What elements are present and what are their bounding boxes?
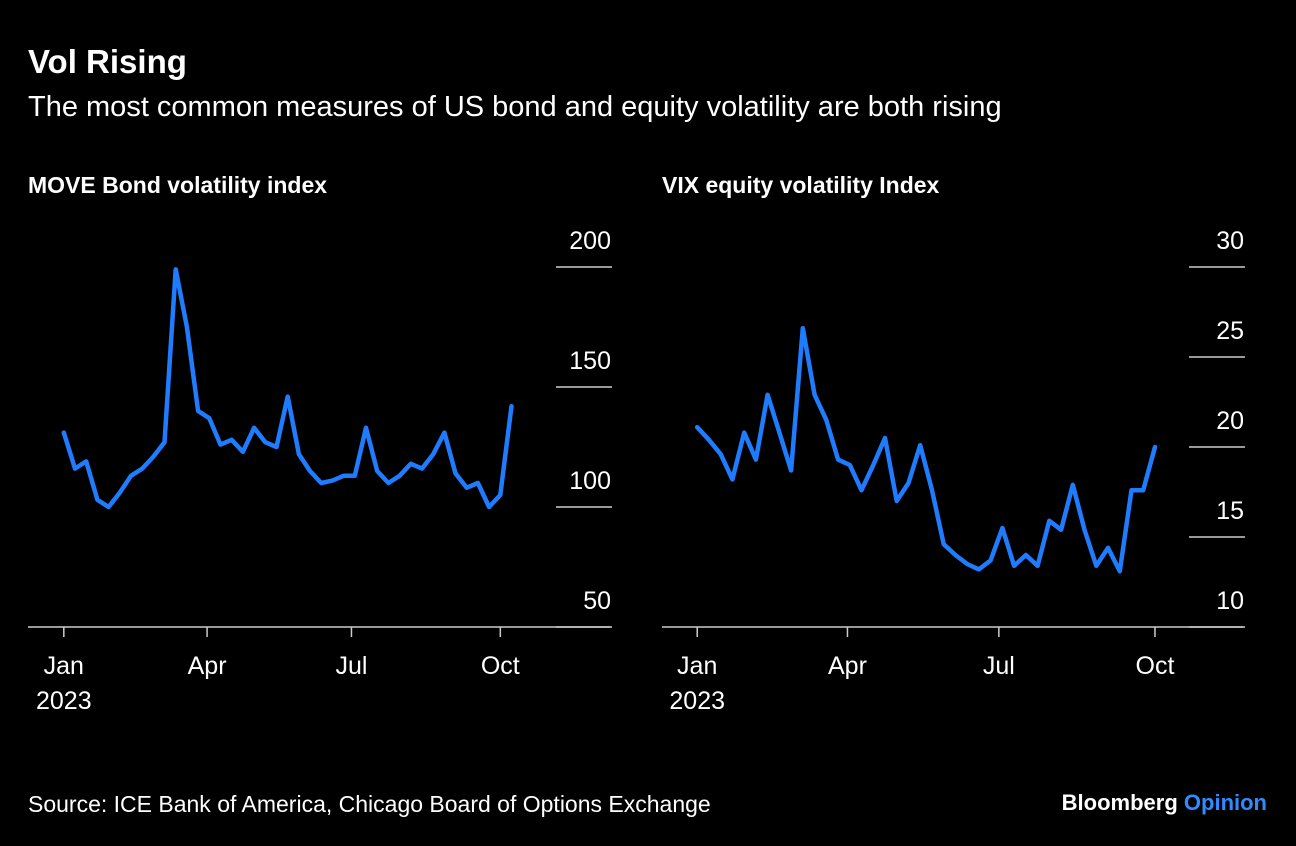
x-tick-label: Jul xyxy=(335,652,367,680)
source: Source: ICE Bank of America, Chicago Boa… xyxy=(28,791,711,817)
x-tick-label: Oct xyxy=(1136,652,1175,680)
y-tick-label: 150 xyxy=(569,347,611,375)
x-tick-label: Jan xyxy=(44,652,84,680)
brand-suffix: Opinion xyxy=(1184,790,1267,815)
panel-title: MOVE Bond volatility index xyxy=(28,172,327,198)
y-tick-label: 100 xyxy=(569,467,611,495)
chart-subtitle: The most common measures of US bond and … xyxy=(28,91,1002,123)
x-tick-label: Jan xyxy=(677,652,717,680)
x-tick-label: Apr xyxy=(188,652,227,680)
brand: Bloomberg Opinion xyxy=(1062,790,1267,815)
x-tick-label: Jul xyxy=(983,652,1015,680)
y-tick-label: 200 xyxy=(569,227,611,255)
series-line xyxy=(694,325,1158,574)
x-tick-label: Oct xyxy=(481,652,520,680)
y-tick-label: 10 xyxy=(1216,587,1244,615)
brand-name: Bloomberg xyxy=(1062,790,1178,815)
chart-title: Vol Rising xyxy=(28,43,187,80)
x-tick-label: Apr xyxy=(828,652,867,680)
x-year-label: 2023 xyxy=(36,687,92,715)
y-tick-label: 25 xyxy=(1216,317,1244,345)
series-line xyxy=(61,267,514,510)
y-tick-label: 50 xyxy=(583,587,611,615)
y-tick-label: 15 xyxy=(1216,497,1244,525)
x-year-label: 2023 xyxy=(669,687,725,715)
y-tick-label: 20 xyxy=(1216,407,1244,435)
panel-title: VIX equity volatility Index xyxy=(662,172,940,198)
y-tick-label: 30 xyxy=(1216,227,1244,255)
